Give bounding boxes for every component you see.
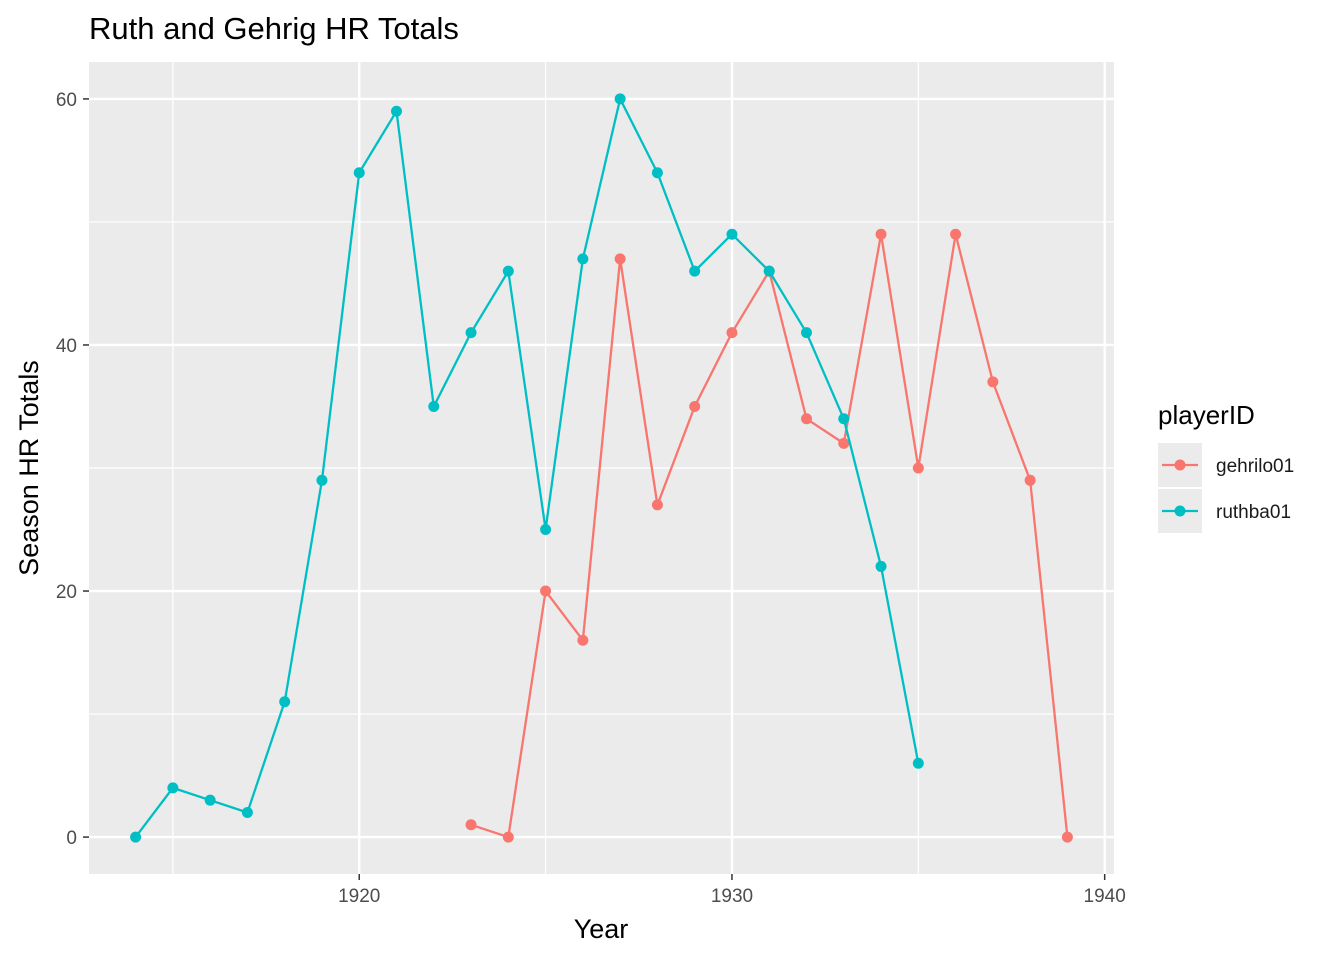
data-point: [726, 327, 738, 339]
legend: playerID gehrilo01 ruthba01: [1158, 400, 1294, 533]
legend-key-point: [1174, 505, 1186, 517]
series-line: [134, 97, 920, 838]
x-tick-label: 1930: [711, 886, 753, 907]
major-gridlines: [89, 62, 1114, 874]
data-point: [689, 400, 701, 412]
x-tick-label: 1920: [338, 886, 380, 907]
data-point: [651, 167, 663, 179]
data-point: [577, 634, 589, 646]
data-point: [912, 462, 924, 474]
data-point: [726, 228, 738, 240]
data-point: [651, 499, 663, 511]
data-point: [130, 831, 142, 843]
data-point: [502, 831, 514, 843]
legend-label: gehrilo01: [1216, 456, 1294, 477]
data-point: [987, 376, 999, 388]
data-point: [465, 327, 477, 339]
y-tick-label: 40: [56, 336, 77, 357]
data-point: [540, 524, 552, 536]
series-ruthba01: [130, 93, 924, 843]
data-point: [875, 228, 887, 240]
data-point: [838, 437, 850, 449]
data-point: [801, 327, 812, 339]
x-axis-title: Year: [574, 914, 629, 944]
data-point: [1024, 474, 1036, 486]
x-tick-label: 1940: [1084, 886, 1126, 907]
data-point: [614, 93, 626, 105]
data-point: [316, 474, 328, 486]
legend-key-point: [1174, 459, 1186, 471]
series-layer: [130, 93, 1073, 843]
y-tick-label: 0: [66, 828, 77, 849]
data-point: [353, 167, 365, 179]
legend-label: ruthba01: [1216, 502, 1291, 523]
y-tick-label: 60: [56, 90, 77, 111]
data-point: [950, 228, 962, 240]
data-point: [391, 105, 402, 117]
data-point: [801, 413, 812, 425]
data-point: [204, 794, 216, 806]
data-point: [502, 265, 514, 277]
data-point: [875, 560, 887, 572]
data-point: [167, 782, 179, 794]
x-axis-ticks: 1920 1930 1940: [338, 874, 1126, 907]
data-point: [614, 253, 626, 265]
data-point: [428, 400, 440, 412]
data-point: [540, 585, 552, 597]
y-tick-label: 20: [56, 582, 77, 603]
data-point: [241, 806, 253, 818]
data-point: [912, 757, 924, 769]
y-axis-ticks: 0 20 40 60: [56, 90, 89, 849]
chart-title: Ruth and Gehrig HR Totals: [89, 11, 459, 46]
data-point: [465, 819, 477, 831]
data-point: [1061, 831, 1073, 843]
y-axis-title: Season HR Totals: [14, 360, 44, 576]
legend-title: playerID: [1158, 400, 1255, 430]
data-point: [763, 265, 775, 277]
data-point: [279, 696, 291, 708]
data-point: [838, 413, 850, 425]
data-point: [689, 265, 701, 277]
data-point: [577, 253, 589, 265]
